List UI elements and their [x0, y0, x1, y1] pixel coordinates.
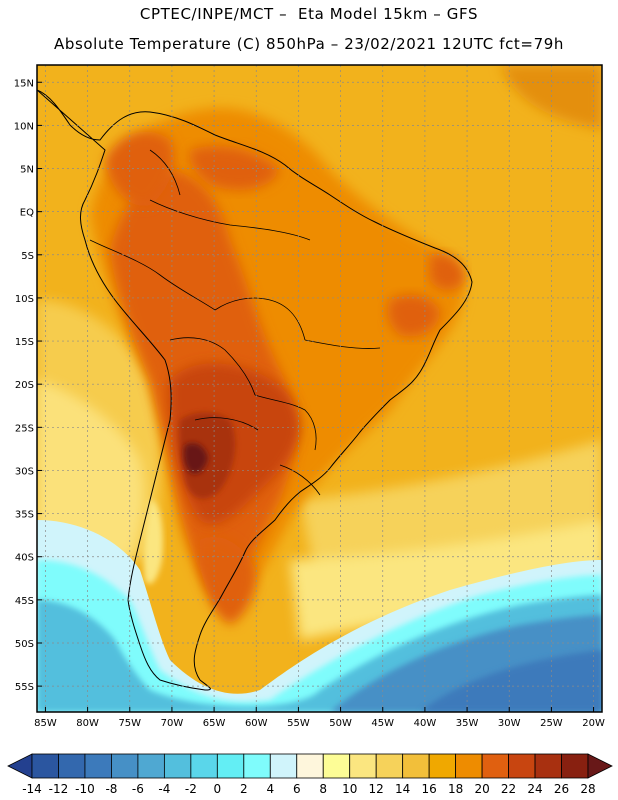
lat-tick-label: 45S: [15, 596, 34, 607]
colorbar-swatch: [216, 753, 245, 779]
colorbar-swatch: [349, 753, 377, 779]
lat-tick-label: 15S: [15, 337, 34, 348]
colorbar-level-label: 20: [474, 782, 489, 796]
lon-tick-label: 80W: [76, 718, 99, 729]
colorbar-max-arrow: [587, 753, 613, 779]
colorbar-swatch: [58, 753, 86, 779]
colorbar-swatch: [375, 753, 404, 779]
lat-tick-label: 10N: [14, 121, 34, 132]
colorbar-swatch: [322, 753, 351, 779]
lat-tick-label: 50S: [15, 639, 34, 650]
lat-tick-label: 10S: [15, 294, 34, 305]
colorbar-swatch: [534, 753, 562, 779]
colorbar-swatch: [481, 753, 509, 779]
colorbar-swatch: [137, 753, 165, 779]
longitude-labels: 85W 80W 75W 70W 65W 60W 55W 50W 45W 40W 35W 30W 25W 2…: [34, 707, 605, 729]
lon-tick-label: 35W: [456, 718, 479, 729]
colorbar-swatch: [402, 753, 430, 779]
colorbar-level-label: -10: [75, 782, 95, 796]
latitude-labels: 15N 10N 5N EQ 5S 10S 15S 20S 25S 30S 35S 40S 45S 50S 5…: [14, 78, 42, 693]
lon-tick-label: 65W: [203, 718, 226, 729]
colorbar-level-label: -14: [22, 782, 42, 796]
colorbar-level-label: -12: [49, 782, 69, 796]
colorbar-swatch: [561, 753, 589, 779]
lat-tick-label: 5S: [21, 251, 34, 262]
lat-tick-label: 25S: [15, 423, 34, 434]
lon-tick-label: 45W: [371, 718, 394, 729]
colorbar-level-label: 4: [266, 782, 274, 796]
lon-tick-label: 60W: [245, 718, 268, 729]
map-graticule: [37, 65, 602, 712]
lon-tick-label: 85W: [34, 718, 57, 729]
colorbar-swatch: [84, 753, 112, 779]
lon-tick-label: 55W: [287, 718, 310, 729]
colorbar-min-arrow: [7, 753, 33, 779]
colorbar-level-label: 2: [240, 782, 248, 796]
coastline: [37, 89, 473, 691]
lon-tick-label: 25W: [540, 718, 563, 729]
colorbar-swatch: [31, 753, 59, 779]
colorbar-swatch: [455, 753, 483, 779]
lat-tick-label: 35S: [15, 510, 34, 521]
colorbar-level-label: -8: [105, 782, 117, 796]
colorbar-level-label: 24: [527, 782, 542, 796]
colorbar-swatch: [243, 753, 271, 779]
colorbar-level-label: -2: [185, 782, 197, 796]
colorbar-swatch: [428, 753, 457, 779]
lat-tick-label: 15N: [14, 78, 34, 89]
lat-tick-label: 5N: [20, 165, 34, 176]
colorbar-swatch: [190, 753, 218, 779]
lon-tick-label: 30W: [498, 718, 521, 729]
colorbar-swatch: [269, 753, 298, 779]
colorbar-swatch: [296, 753, 324, 779]
colorbar-swatch: [111, 753, 139, 779]
colorbar-level-label: 14: [395, 782, 410, 796]
colorbar-level-label: 0: [214, 782, 222, 796]
lon-tick-label: 75W: [118, 718, 141, 729]
colorbar-level-label: 10: [342, 782, 357, 796]
colorbar-swatch: [163, 753, 192, 779]
temperature-field: [37, 65, 602, 712]
lat-tick-label: EQ: [20, 208, 34, 219]
colorbar-level-label: -6: [132, 782, 144, 796]
lon-tick-label: 40W: [414, 718, 437, 729]
colorbar-level-label: 8: [319, 782, 327, 796]
lon-tick-label: 50W: [329, 718, 352, 729]
map-border: [36, 64, 603, 713]
colorbar-level-label: 16: [422, 782, 437, 796]
colorbar-level-label: -4: [158, 782, 170, 796]
colorbar: -14 -12 -10 -8 -6 -4 -2 0 2 4 6 8 10 12 14 16 18 20 22 24 26…: [7, 753, 613, 796]
lat-tick-label: 55S: [15, 682, 34, 693]
colorbar-level-label: 12: [369, 782, 384, 796]
lat-tick-label: 20S: [15, 380, 34, 391]
colorbar-level-label: 6: [293, 782, 301, 796]
lon-tick-label: 20W: [582, 718, 605, 729]
map-title-line-2: Absolute Temperature (C) 850hPa – 23/02/…: [54, 35, 564, 53]
lon-tick-label: 70W: [161, 718, 184, 729]
colorbar-swatch: [508, 753, 536, 779]
colorbar-level-label: 28: [580, 782, 595, 796]
lat-tick-label: 40S: [15, 553, 34, 564]
lat-tick-label: 30S: [15, 466, 34, 477]
colorbar-level-label: 18: [448, 782, 463, 796]
map-title-line-1: CPTEC/INPE/MCT – Eta Model 15km – GFS: [139, 5, 479, 23]
colorbar-level-label: 26: [554, 782, 569, 796]
colorbar-level-label: 22: [501, 782, 516, 796]
